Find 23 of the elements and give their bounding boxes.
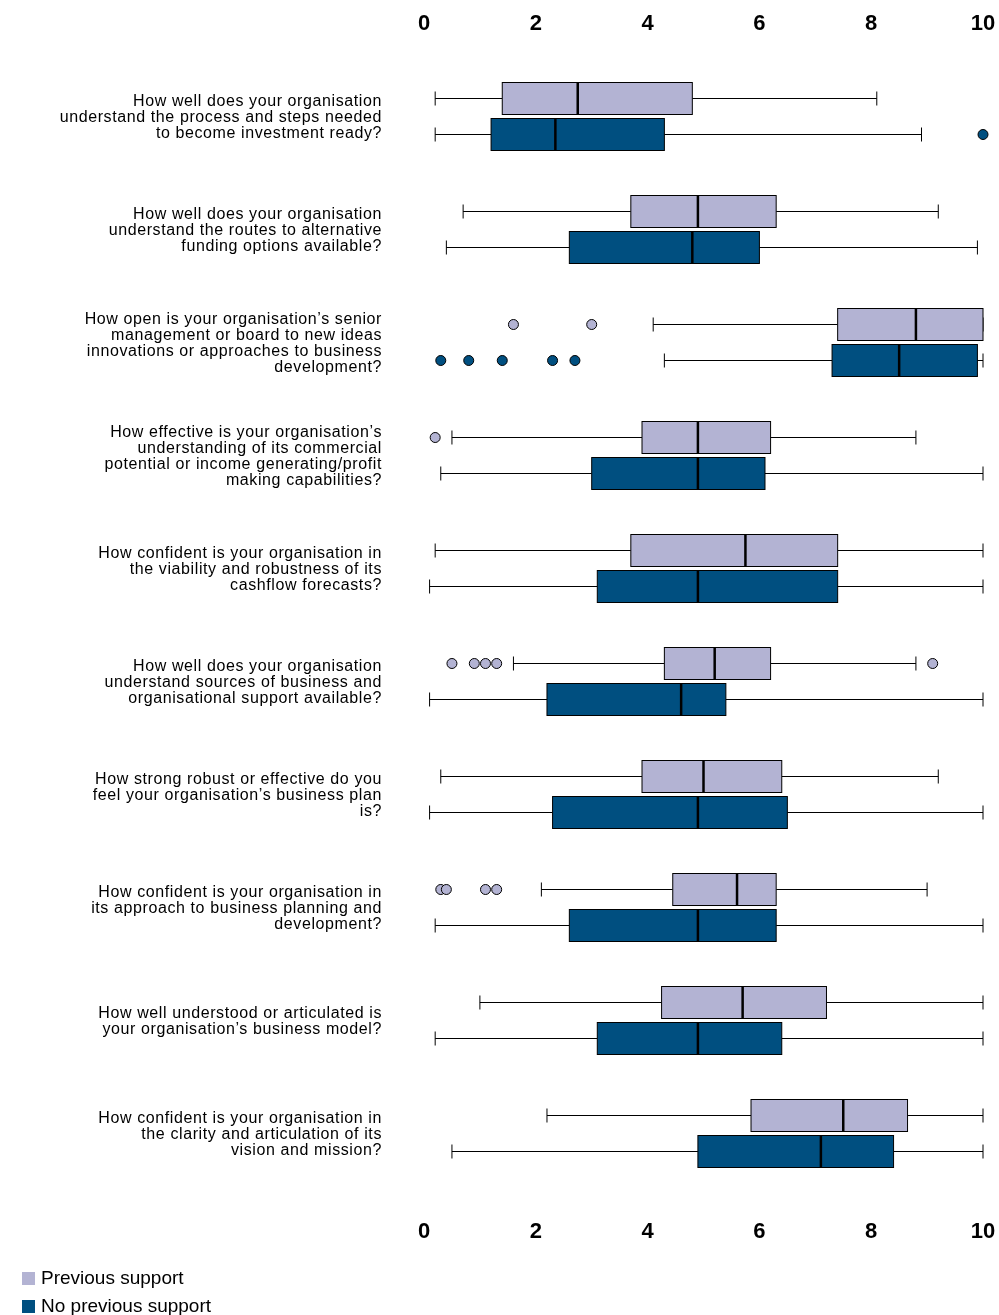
y-tick-label: How confident is your organisation in its approach to business planning and development?	[91, 882, 382, 932]
x2-tick-label: 6	[753, 1218, 766, 1243]
y-tick-label: How strong robust or effective do you feel your organisation’s business plan is?	[92, 769, 382, 819]
legend-label: Previous support	[41, 1267, 185, 1288]
x2-tick-label: 8	[865, 1218, 878, 1243]
y-tick-label: How well does your organisation understand sources of business and organisational support available?	[104, 656, 382, 706]
y-tick-label: How confident is your organisation in the clarity and articulation of its vision and mission?	[98, 1108, 382, 1158]
x2-tick-label: 10	[970, 1218, 996, 1243]
x2-tick-label: 4	[641, 1218, 655, 1243]
x-tick-label: 10	[970, 10, 996, 35]
y-tick-label: How well does your organisation understand the process and steps needed to become investment ready?	[59, 91, 382, 141]
y-tick-label: How open is your organisation’s senior management or board to new ideas innovations or approaches to business development?	[84, 309, 383, 375]
x2-tick-label: 0	[417, 1218, 431, 1243]
x-tick-label: 2	[529, 10, 542, 35]
y-tick-label: How effective is your organisation’s understanding of its commercial potential or income generating/profit making capabilities?	[104, 422, 382, 488]
x-tick-label: 4	[641, 10, 655, 35]
y-tick-label: How confident is your organisation in the viability and robustness of its cashflow forecasts?	[98, 543, 382, 593]
x-tick-label: 8	[865, 10, 878, 35]
x2-tick-label: 2	[529, 1218, 542, 1243]
y-tick-label: How well understood or articulated is your organisation’s business model?	[98, 1003, 382, 1037]
x-tick-label: 0	[417, 10, 431, 35]
x-tick-label: 6	[753, 10, 766, 35]
y-tick-label: How well does your organisation understand the routes to alternative funding options available?	[108, 204, 382, 254]
